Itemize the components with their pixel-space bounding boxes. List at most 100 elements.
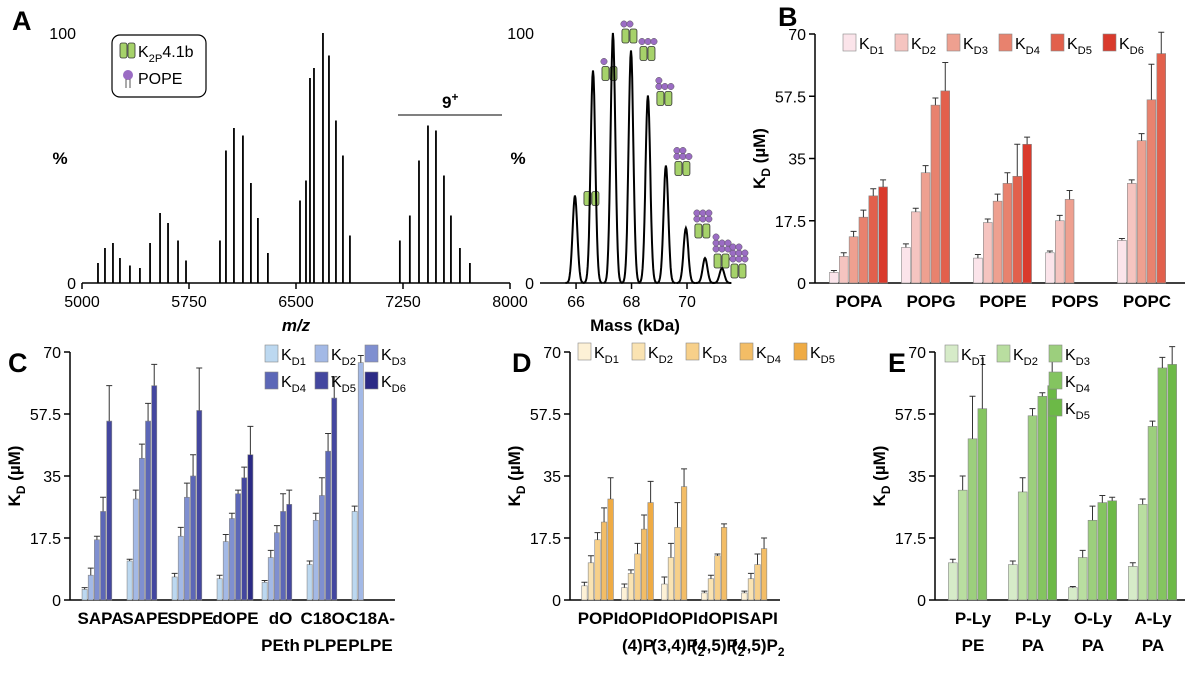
bar [920, 172, 931, 284]
error-bar [306, 560, 313, 565]
y-tick-label: 57.5 [775, 89, 806, 106]
y-tick-label: 17.5 [775, 214, 806, 231]
bar [983, 222, 993, 284]
y-tick-label: 35 [43, 469, 61, 486]
x-tick-label: (4,5)P2 [732, 636, 785, 659]
x-tick-label: POPA [836, 292, 883, 311]
legend-label: KD5 [1067, 36, 1092, 57]
error-bar [830, 270, 837, 273]
legend-swatch [264, 344, 279, 363]
bar [235, 493, 241, 601]
bar [267, 557, 274, 601]
lipid-icon [620, 20, 628, 28]
error-bar [1089, 505, 1096, 521]
bar [647, 502, 654, 601]
x-tick-label: SAPI [738, 609, 778, 628]
bar [714, 555, 721, 601]
x-tick-label: SDPE [167, 609, 213, 628]
error-bar [222, 533, 229, 542]
lipid-icon [679, 147, 687, 154]
error-bar [674, 502, 681, 528]
legend-label: KD2 [331, 347, 356, 368]
error-bar [132, 489, 139, 500]
bar [594, 539, 601, 601]
error-bar [601, 507, 608, 523]
error-bar [754, 553, 761, 565]
error-bar [325, 432, 332, 452]
peak [695, 256, 715, 284]
bar [600, 521, 608, 601]
lipid-icon [626, 20, 634, 28]
lipid-icon [693, 215, 701, 223]
legend-swatch [998, 33, 1013, 52]
bar [1156, 53, 1166, 284]
bar [1064, 199, 1075, 284]
lipid-icon [729, 249, 737, 257]
error-bar [331, 376, 338, 399]
legend-label: KD3 [702, 345, 727, 366]
x-tick-label: PEth [261, 636, 300, 655]
protein-icon [127, 42, 136, 59]
error-bar [1118, 238, 1125, 241]
x-tick-label: A-Ly [1134, 609, 1172, 628]
error-bar [318, 477, 325, 496]
x-tick-label: SAPE [122, 609, 168, 628]
legend-label: KD5 [331, 374, 356, 395]
bar [81, 589, 88, 601]
x-tick-label: P-Ly [955, 609, 992, 628]
legend-swatch [996, 344, 1011, 363]
bar [145, 420, 151, 601]
protein-icon [738, 263, 747, 279]
lipid-icon [661, 83, 669, 90]
x-tick-label: 7250 [385, 294, 421, 311]
bar [581, 585, 588, 601]
bar [680, 486, 688, 601]
x-tick-label: SAPA [78, 609, 124, 628]
error-bar [607, 477, 614, 500]
error-bar [1069, 586, 1076, 588]
y-tick-label: 57.5 [895, 407, 926, 424]
bar [1037, 395, 1048, 601]
error-bar [902, 243, 909, 248]
bar [1157, 367, 1168, 601]
error-bar [707, 574, 714, 579]
bar [286, 504, 293, 601]
error-bar [1169, 346, 1176, 365]
protein-icon [621, 28, 630, 44]
legend-swatch [842, 33, 857, 52]
lipid-icon [650, 38, 658, 45]
bar [274, 532, 280, 601]
bar [858, 216, 869, 284]
y-tick-label: 70 [43, 345, 61, 362]
bar [627, 573, 635, 601]
bar [222, 541, 229, 601]
lipid-icon [735, 249, 743, 257]
y-tick-label: 57.5 [530, 407, 561, 424]
error-bar [1004, 172, 1011, 184]
bar [760, 548, 768, 601]
error-bar [1056, 214, 1063, 221]
peak [565, 195, 585, 284]
bar [1128, 566, 1138, 601]
peak [638, 95, 658, 284]
error-bar [81, 587, 88, 590]
peak [676, 224, 696, 284]
error-bar [721, 523, 728, 528]
bar [1077, 557, 1088, 601]
x-tick-label: POPS [1051, 292, 1098, 311]
legend-swatch [314, 371, 329, 390]
panel-letter: D [512, 348, 532, 378]
protein-icon [119, 42, 128, 59]
error-bar [100, 496, 107, 512]
panel-letter: A [12, 6, 32, 36]
lipid-icon [729, 255, 737, 263]
bar [607, 498, 614, 601]
error-bar [1139, 498, 1146, 505]
protein-icon [647, 46, 656, 61]
x-tick-label: (4,5)P2 [692, 636, 745, 659]
x-tick-label: 5000 [64, 294, 100, 311]
error-bar [627, 569, 634, 574]
bar [100, 511, 106, 601]
lipid-icon [123, 70, 133, 80]
y-tick-label: 70 [908, 345, 926, 362]
